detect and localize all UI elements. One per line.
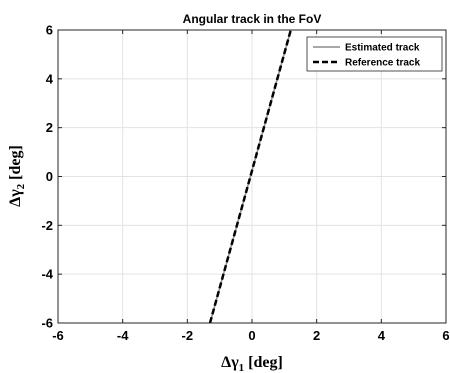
legend-label-reference: Reference track <box>345 58 420 69</box>
y-tick-label: -2 <box>41 218 53 233</box>
y-tick-label: 0 <box>46 169 53 184</box>
x-tick-label: 0 <box>248 328 255 343</box>
series-group <box>208 29 293 324</box>
chart-title: Angular track in the FoV <box>183 12 322 26</box>
series-line-reference <box>208 29 293 324</box>
y-axis-label: Δγ2 [deg] <box>7 145 27 207</box>
x-axis-label: Δγ1 [deg] <box>221 354 283 373</box>
y-tick-label: 2 <box>46 120 53 135</box>
x-tick-label: 6 <box>442 328 449 343</box>
tick-group: -6 -4 -2 0 2 4 6 -6 -4 -2 0 2 4 6 <box>41 23 449 344</box>
legend-label-estimated: Estimated track <box>345 43 420 54</box>
legend-box <box>306 36 443 72</box>
x-tick-label: 4 <box>378 328 386 343</box>
x-tick-label: -6 <box>52 328 64 343</box>
y-tick-label: -6 <box>41 316 53 331</box>
y-tick-label: -4 <box>41 267 53 282</box>
x-tick-label: -2 <box>182 328 194 343</box>
x-tick-label: 2 <box>313 328 320 343</box>
legend: Estimated track Reference track <box>306 36 443 72</box>
y-tick-label: 6 <box>46 23 53 38</box>
x-tick-label: -4 <box>117 328 129 343</box>
y-tick-label: 4 <box>46 71 54 86</box>
